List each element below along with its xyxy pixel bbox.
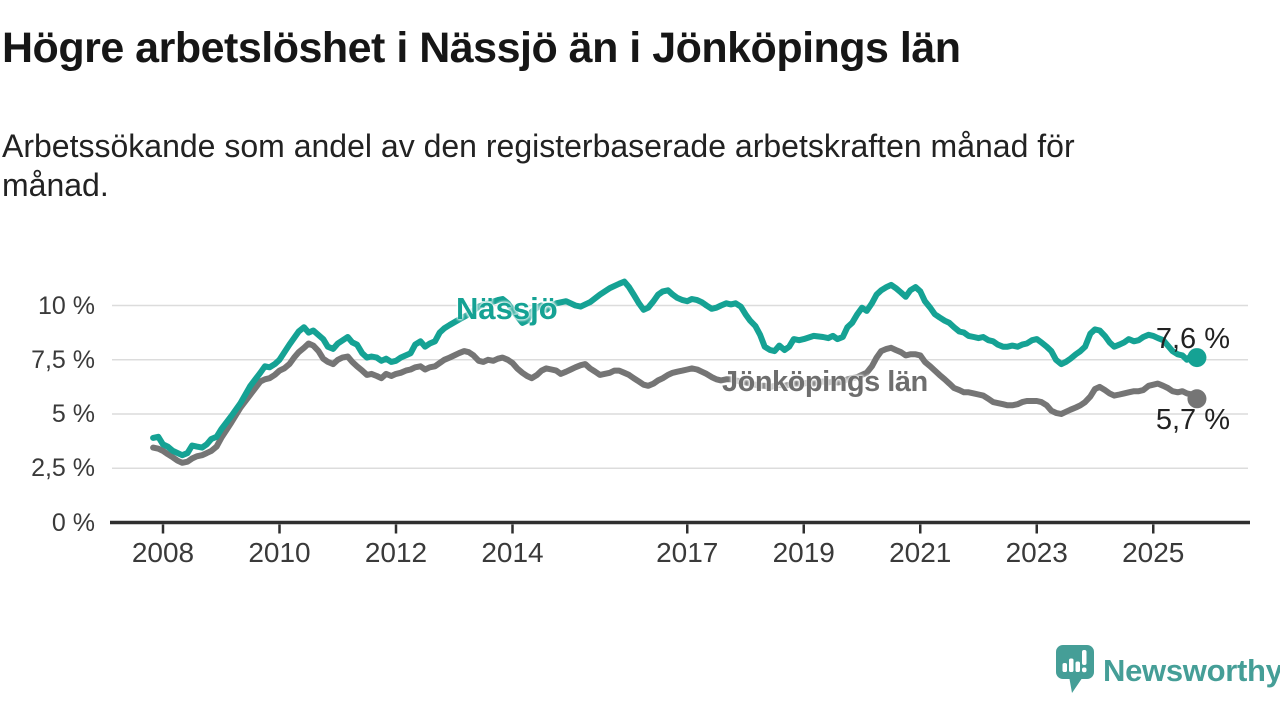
x-axis-label: 2019 [772,537,835,568]
y-axis-label: 2,5 % [31,454,95,483]
newsworthy-logo-icon [1056,645,1094,693]
x-axis-label: 2008 [131,537,195,568]
x-axis-label: 2012 [364,537,428,568]
x-axis-label: 2010 [248,537,311,568]
series-label-nassjo: Nässjö [456,291,558,326]
y-axis-label: 7,5 % [31,345,95,374]
x-axis-label: 2023 [1005,537,1068,568]
y-axis-label: 10 % [38,291,95,320]
series-line [150,340,1200,466]
x-axis-label: 2021 [889,537,952,568]
newsworthy-logo: Newsworthy [1056,645,1280,696]
series-label-jonkopings-lan: Jönköpings län [722,366,928,398]
y-axis-label: 5 % [51,400,95,428]
series-end-dot [1187,389,1207,409]
series-line [150,278,1200,459]
x-axis-label: 2017 [656,537,719,568]
end-value-label-nassjo: 7,6 % [1155,323,1230,355]
chart-subtitle: Arbetssökande som andel av den registerb… [2,128,1075,204]
x-axis-label: 2014 [481,537,544,568]
end-value-label-jonkopings-lan: 5,7 % [1155,404,1230,436]
series-end-dot [1187,348,1207,368]
x-axis-label: 2025 [1122,537,1185,568]
chart-title: Högre arbetslöshet i Nässjö än i Jönköpi… [2,24,961,72]
newsworthy-logo-text: Newsworthy [1103,652,1280,688]
y-axis-label: 0 % [51,508,95,537]
